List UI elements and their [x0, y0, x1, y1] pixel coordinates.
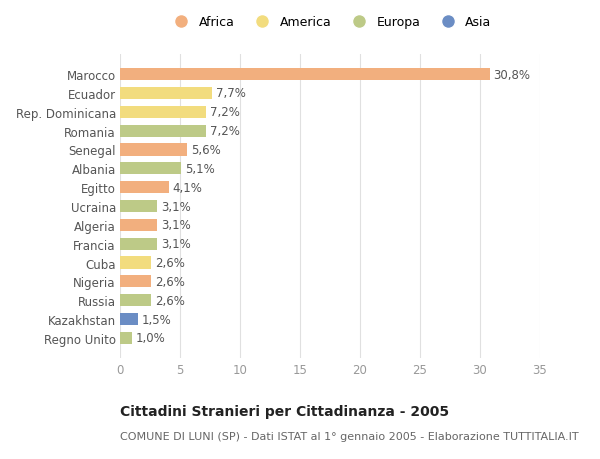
Bar — [120, 294, 151, 307]
Text: 7,2%: 7,2% — [210, 106, 240, 119]
Text: 4,1%: 4,1% — [173, 181, 203, 194]
Bar — [120, 313, 138, 325]
Bar — [120, 88, 212, 100]
Text: 5,6%: 5,6% — [191, 144, 221, 157]
Bar — [120, 238, 157, 250]
Bar — [120, 163, 181, 175]
Bar — [120, 125, 206, 137]
Bar — [120, 144, 187, 156]
Text: 3,1%: 3,1% — [161, 238, 191, 251]
Bar — [120, 69, 490, 81]
Bar — [120, 219, 157, 231]
Text: 3,1%: 3,1% — [161, 219, 191, 232]
Text: 3,1%: 3,1% — [161, 200, 191, 213]
Bar — [120, 257, 151, 269]
Text: 1,0%: 1,0% — [136, 332, 166, 345]
Bar — [120, 201, 157, 213]
Text: 2,6%: 2,6% — [155, 275, 185, 288]
Text: 7,2%: 7,2% — [210, 125, 240, 138]
Bar — [120, 276, 151, 288]
Text: 2,6%: 2,6% — [155, 257, 185, 269]
Legend: Africa, America, Europa, Asia: Africa, America, Europa, Asia — [169, 16, 491, 29]
Bar — [120, 106, 206, 119]
Text: 7,7%: 7,7% — [216, 87, 246, 100]
Text: COMUNE DI LUNI (SP) - Dati ISTAT al 1° gennaio 2005 - Elaborazione TUTTITALIA.IT: COMUNE DI LUNI (SP) - Dati ISTAT al 1° g… — [120, 431, 578, 442]
Text: 5,1%: 5,1% — [185, 162, 215, 175]
Text: Cittadini Stranieri per Cittadinanza - 2005: Cittadini Stranieri per Cittadinanza - 2… — [120, 404, 449, 418]
Text: 30,8%: 30,8% — [493, 68, 530, 81]
Bar — [120, 332, 132, 344]
Bar — [120, 182, 169, 194]
Text: 1,5%: 1,5% — [142, 313, 172, 326]
Text: 2,6%: 2,6% — [155, 294, 185, 307]
